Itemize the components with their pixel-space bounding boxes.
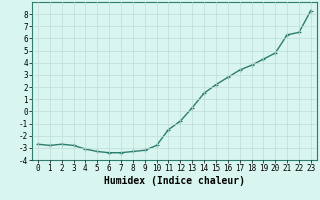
X-axis label: Humidex (Indice chaleur): Humidex (Indice chaleur) xyxy=(104,176,245,186)
